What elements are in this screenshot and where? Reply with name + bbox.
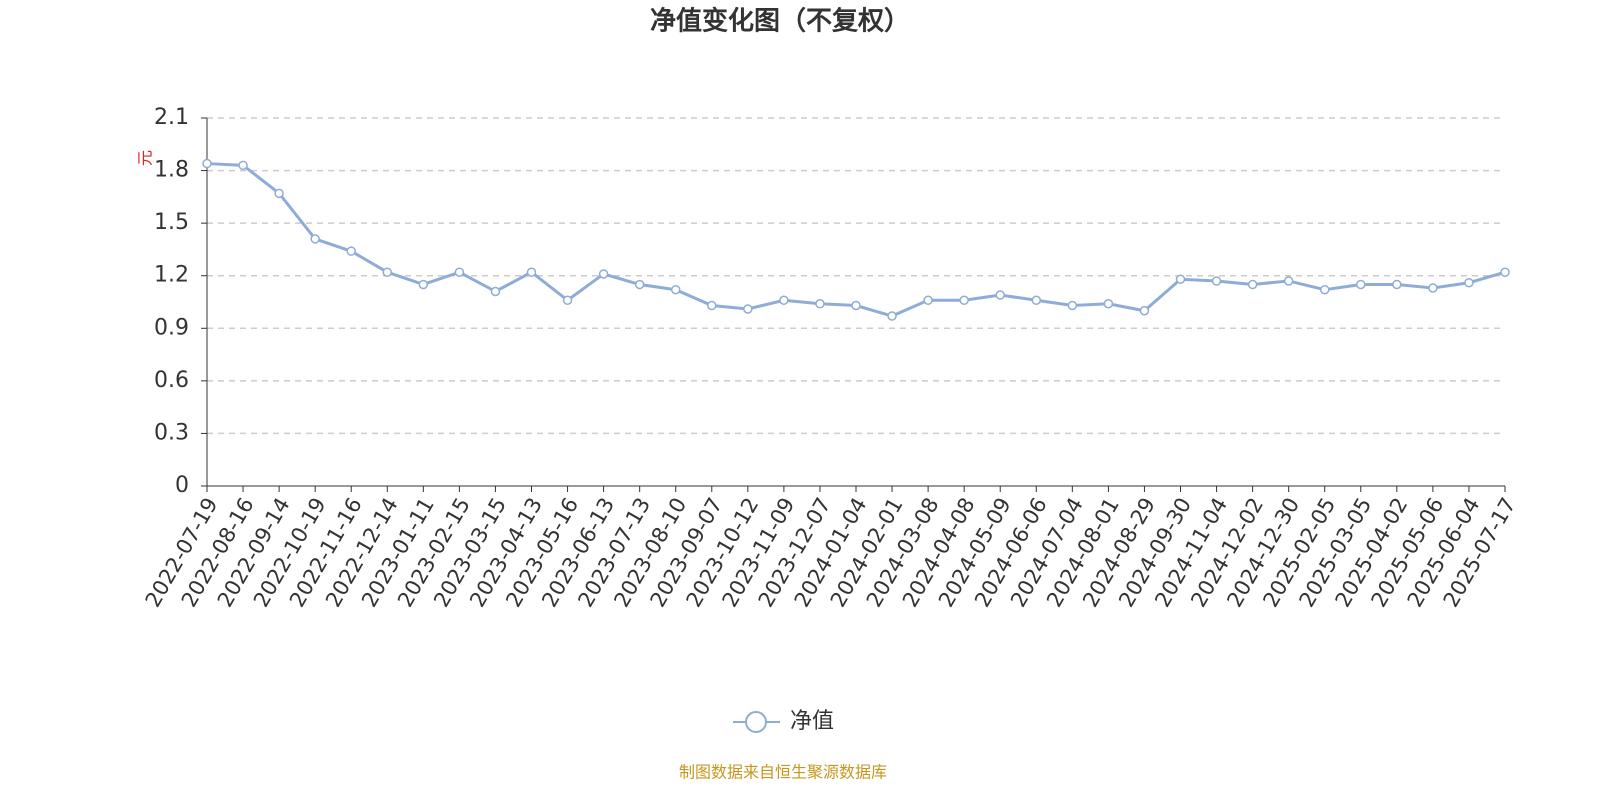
point <box>238 160 248 171</box>
point <box>851 300 861 311</box>
point <box>382 267 393 277</box>
point <box>779 295 789 305</box>
point <box>598 269 609 279</box>
point <box>1464 277 1474 288</box>
point <box>1319 284 1330 295</box>
point <box>274 188 284 199</box>
point <box>1139 306 1150 316</box>
point <box>1283 276 1294 286</box>
point <box>1211 276 1222 286</box>
point <box>1067 300 1078 311</box>
point <box>1175 274 1186 284</box>
point <box>454 267 465 277</box>
point <box>418 279 429 290</box>
point <box>202 158 212 169</box>
point <box>1356 279 1366 290</box>
point <box>526 267 537 277</box>
y-tick-label: 0 <box>175 473 189 498</box>
y-tick-label: 0.3 <box>154 420 189 445</box>
point <box>959 295 969 305</box>
y-tick-label: 2.1 <box>154 105 189 130</box>
point <box>707 300 717 311</box>
point <box>815 299 825 309</box>
point <box>995 290 1005 300</box>
series-line <box>206 162 1506 318</box>
y-tick-label: 0.9 <box>154 315 189 340</box>
point <box>634 279 645 290</box>
y-tick-label: 1.8 <box>154 158 189 183</box>
point <box>1031 295 1042 305</box>
point <box>1392 279 1402 290</box>
point <box>743 304 753 314</box>
point <box>562 295 573 305</box>
legend-marker <box>745 711 767 733</box>
point <box>670 284 681 295</box>
point <box>887 311 897 321</box>
y-axis-label: 元 <box>136 150 155 166</box>
point <box>923 295 933 305</box>
point <box>346 246 356 256</box>
y-tick-label: 1.5 <box>154 210 189 235</box>
chart-title: 净值变化图（不复权） <box>650 6 910 37</box>
point <box>310 234 320 244</box>
point <box>1428 283 1438 293</box>
point <box>490 286 501 297</box>
point <box>1103 299 1114 309</box>
legend-label: 净值 <box>790 709 834 734</box>
point <box>1500 267 1510 277</box>
y-tick-label: 1.2 <box>154 263 189 288</box>
y-tick-label: 0.6 <box>154 368 189 393</box>
source: 制图数据来自恒生聚源数据库 <box>679 763 887 782</box>
point <box>1247 279 1258 290</box>
